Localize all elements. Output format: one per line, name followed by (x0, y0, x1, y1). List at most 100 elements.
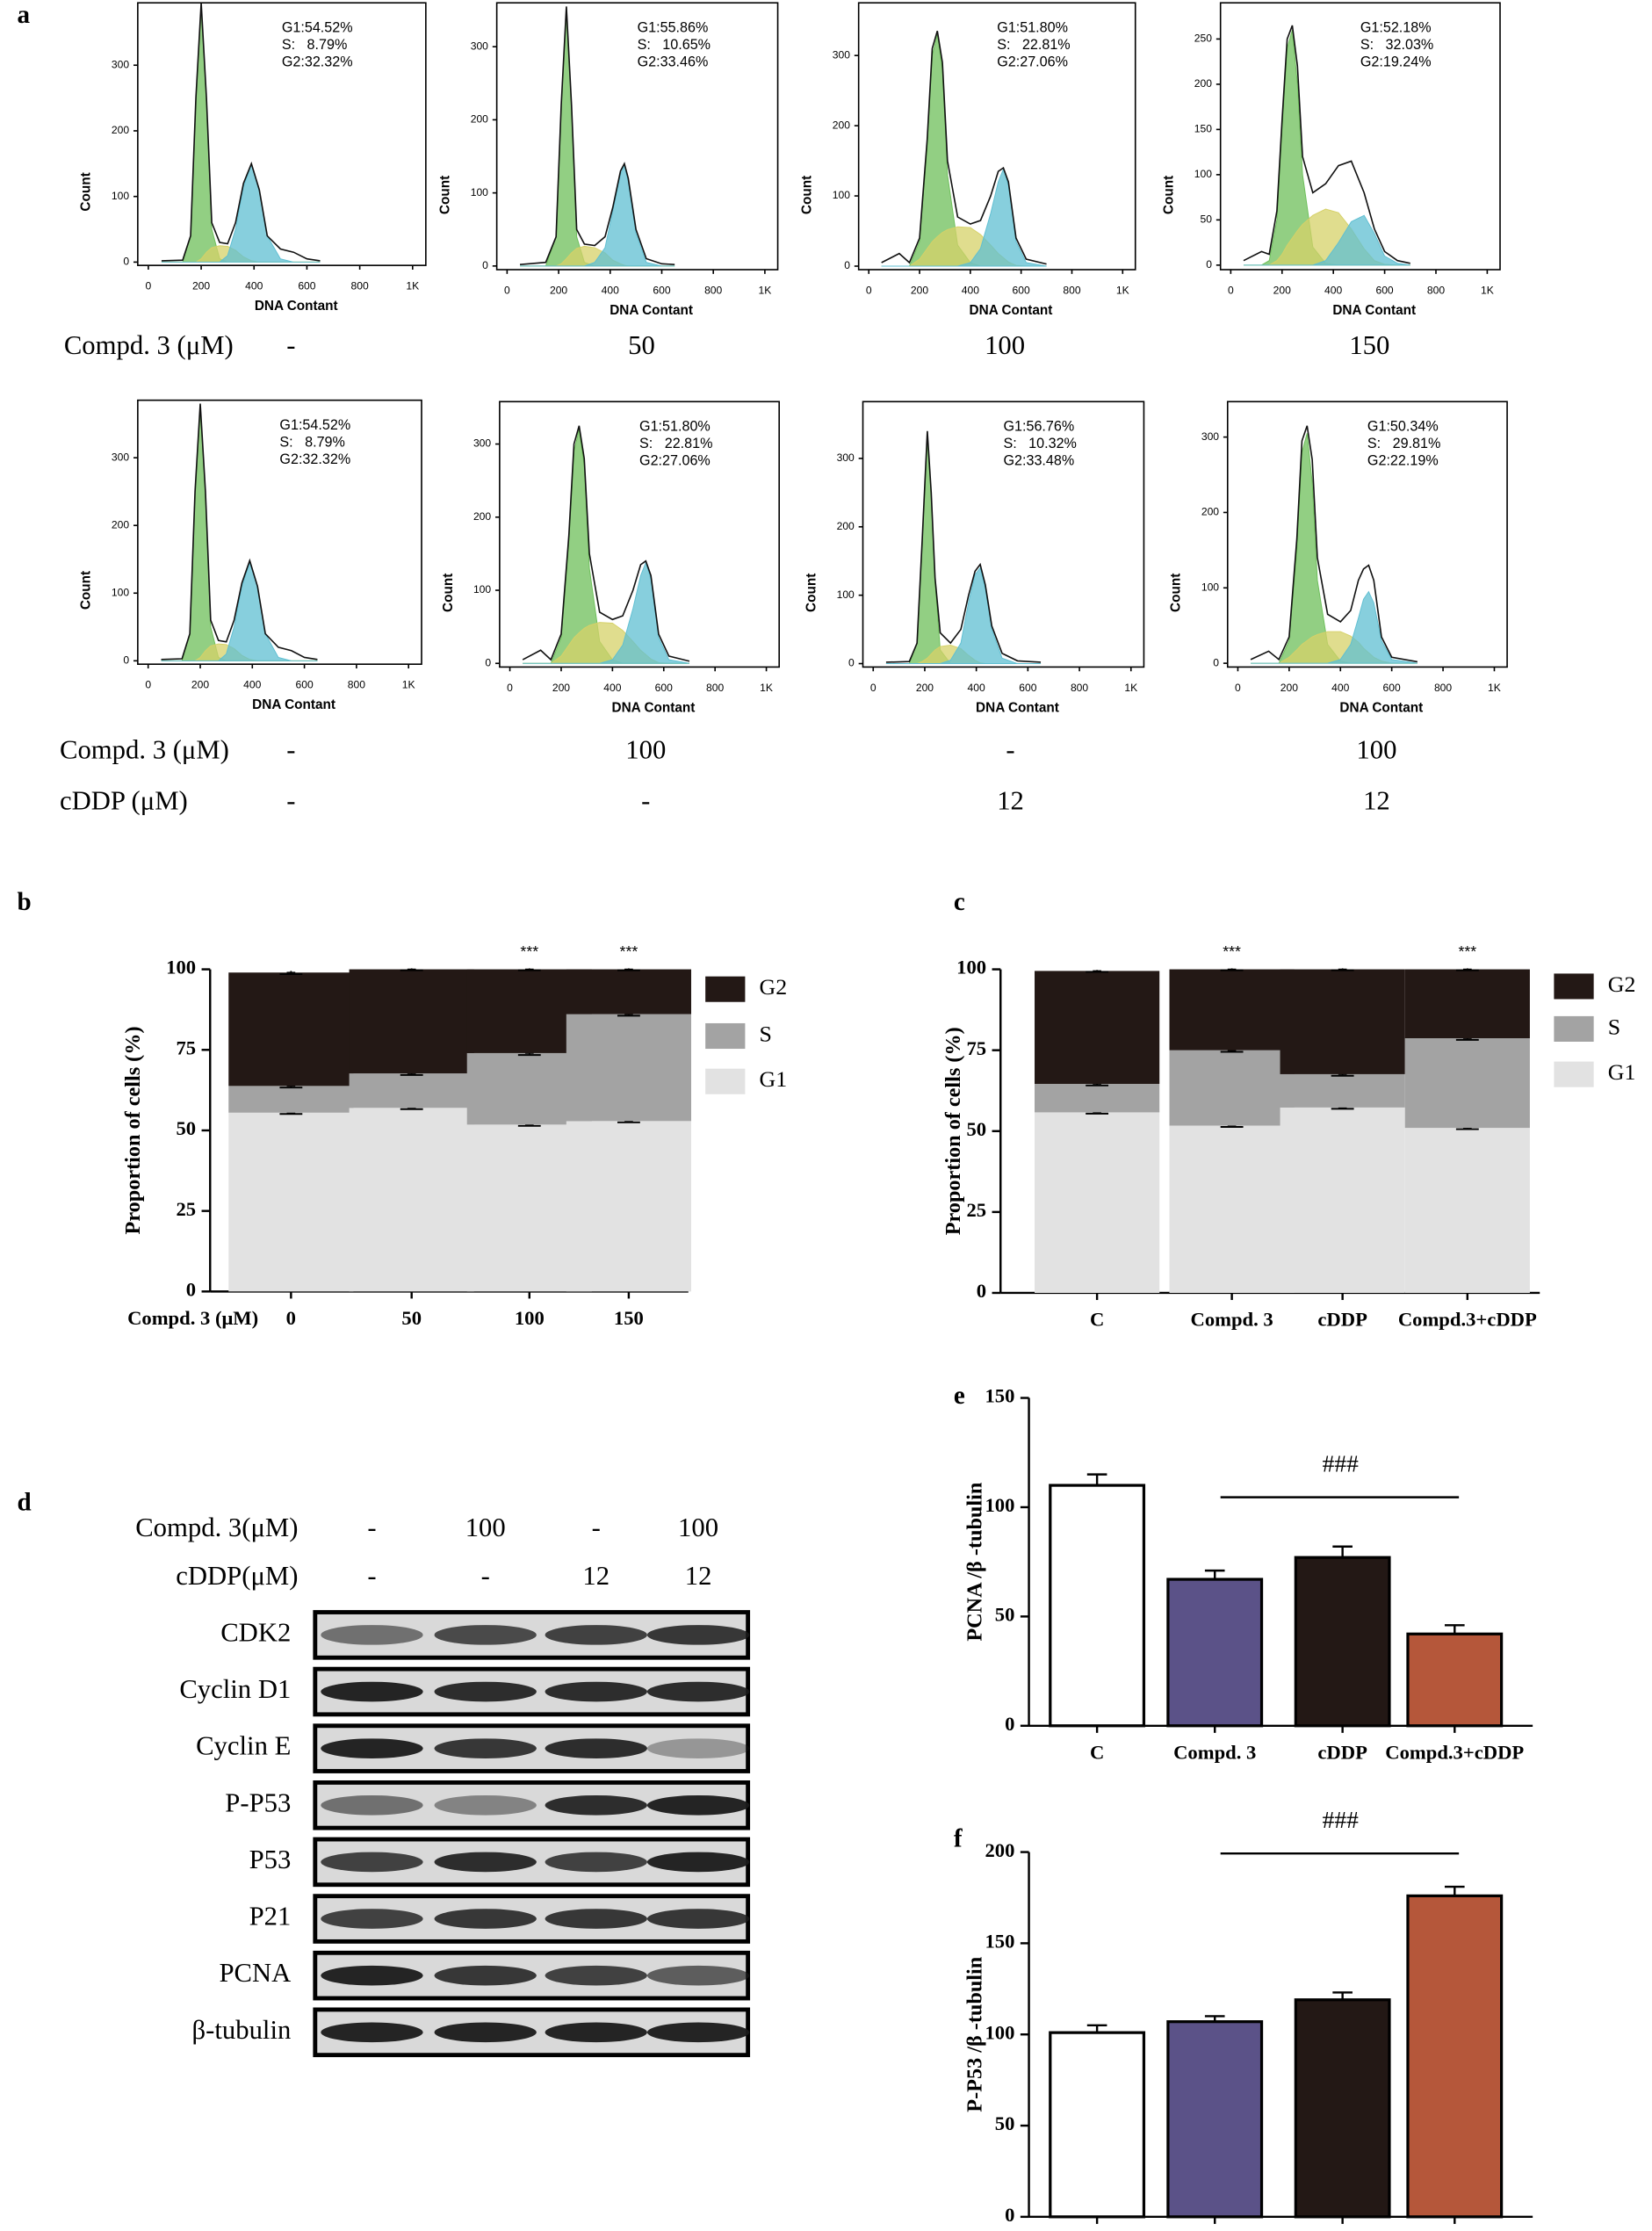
blot-band (646, 1852, 750, 1873)
y-axis-label: Count (79, 571, 94, 610)
x-tick-label: 0 (870, 682, 876, 694)
plot-frame (137, 2, 427, 266)
y-tick-label: 50 (995, 2112, 1015, 2134)
y-tick-label: 100 (112, 190, 129, 202)
phase-annotation: G2:32.32% (282, 54, 353, 69)
blot-condition-value: 12 (582, 1561, 610, 1591)
y-tick-label: 300 (471, 40, 488, 52)
bar (1294, 1556, 1391, 1728)
legend-label: G1 (1608, 1059, 1636, 1085)
x-axis-label: DNA Contant (976, 700, 1059, 715)
condition-value: - (1006, 734, 1014, 764)
x-tick-label: 0 (146, 280, 152, 292)
y-tick-label: 200 (1201, 506, 1219, 518)
condition-value: - (286, 330, 295, 360)
blot-band (321, 1852, 423, 1873)
y-tick-label: 0 (485, 656, 491, 668)
y-tick-label: 25 (966, 1199, 986, 1221)
bar-segment (349, 1073, 474, 1108)
phase-annotation: G1:56.76% (1003, 419, 1074, 435)
panel-label: c (954, 888, 965, 916)
phase-annotation: S: 22.81% (639, 436, 712, 451)
x-tick-label: 0 (286, 1307, 296, 1329)
blot-condition-label: cDDP(μM) (176, 1561, 298, 1591)
y-tick-label: 300 (112, 58, 129, 70)
panel-label: b (18, 888, 32, 916)
y-axis-label: PCNA /β -tubulin (963, 1482, 986, 1642)
x-tick-label: 600 (298, 280, 315, 292)
protein-label: P21 (249, 1902, 292, 1931)
y-axis-label: Count (441, 574, 456, 612)
bar-segment (1404, 969, 1530, 1039)
y-tick-label: 100 (837, 588, 855, 601)
x-tick-label: C (1090, 1308, 1104, 1330)
x-tick-label: 600 (1013, 284, 1030, 296)
x-tick-label: 800 (1434, 682, 1452, 694)
plot-frame (857, 2, 1136, 271)
y-tick-label: 0 (844, 259, 850, 271)
blot-band (321, 1681, 423, 1702)
blot-band (545, 1794, 647, 1816)
bar (1166, 2020, 1264, 2219)
blot-condition-value: 12 (685, 1561, 712, 1591)
plot-frame (499, 401, 780, 668)
significance: ### (1323, 1807, 1359, 1833)
measured-line (1243, 25, 1410, 264)
phase-area (161, 163, 321, 263)
x-tick-label: cDDP (1317, 1308, 1367, 1330)
blot-band (646, 1738, 750, 1758)
condition-value: 100 (985, 330, 1025, 360)
x-tick-label: 800 (351, 280, 369, 292)
x-tick-label: 200 (1280, 682, 1298, 694)
phase-annotation: G2:27.06% (997, 54, 1068, 69)
blot-band (545, 1965, 647, 1986)
y-tick-label: 50 (995, 1604, 1015, 1626)
blot-condition-label: Compd. 3(μM) (135, 1513, 298, 1542)
x-tick-label: 200 (550, 284, 567, 296)
x-tick-label: 1K (1124, 682, 1137, 694)
bar-segment (1280, 1073, 1405, 1108)
blot-band (434, 1852, 537, 1873)
legend-swatch (705, 1022, 746, 1050)
y-tick-label: 200 (473, 510, 491, 523)
y-axis-label: Proportion of cells (%) (121, 1026, 145, 1234)
blot-band (434, 1965, 537, 1986)
y-tick-label: 200 (833, 119, 850, 131)
blot-band (646, 1681, 750, 1702)
x-tick-label: C (1090, 1741, 1104, 1763)
y-tick-label: 100 (833, 189, 850, 201)
condition-label: Compd. 3 (μM) (64, 330, 234, 360)
phase-annotation: G1:50.34% (1367, 419, 1439, 435)
significance: *** (1458, 942, 1476, 960)
y-tick-label: 300 (1201, 430, 1219, 443)
bar (1166, 1578, 1264, 1728)
panel-label: f (954, 1824, 963, 1852)
phase-annotation: S: 10.32% (1003, 436, 1076, 451)
blot-band (646, 1965, 750, 1986)
x-tick-label: 400 (602, 284, 619, 296)
significance: ### (1323, 1450, 1359, 1477)
phase-annotation: S: 8.79% (279, 434, 344, 450)
blot-band (646, 1909, 750, 1929)
x-tick-label: 600 (295, 679, 313, 691)
blot-band (321, 1738, 423, 1758)
y-axis-label: P-P53 /β -tubulin (963, 1956, 986, 2112)
blot-band (545, 1738, 647, 1758)
blot-condition-value: - (481, 1561, 490, 1591)
phase-annotation: G1:55.86% (638, 20, 709, 36)
y-axis-label: Count (804, 574, 819, 612)
measured-line (522, 425, 690, 662)
x-axis-label: DNA Contant (612, 700, 696, 715)
x-tick-label: 150 (614, 1307, 644, 1329)
bar-segment (349, 969, 474, 1074)
x-tick-label: 200 (911, 284, 928, 296)
bar-segment (349, 1108, 474, 1292)
y-tick-label: 200 (1194, 77, 1212, 90)
x-tick-label: 600 (1383, 682, 1401, 694)
blot-condition-value: - (592, 1513, 601, 1542)
blot-band (646, 1625, 750, 1645)
y-tick-label: 200 (985, 1839, 1014, 1861)
blot-band (434, 1625, 537, 1645)
y-tick-label: 0 (1005, 2204, 1014, 2226)
